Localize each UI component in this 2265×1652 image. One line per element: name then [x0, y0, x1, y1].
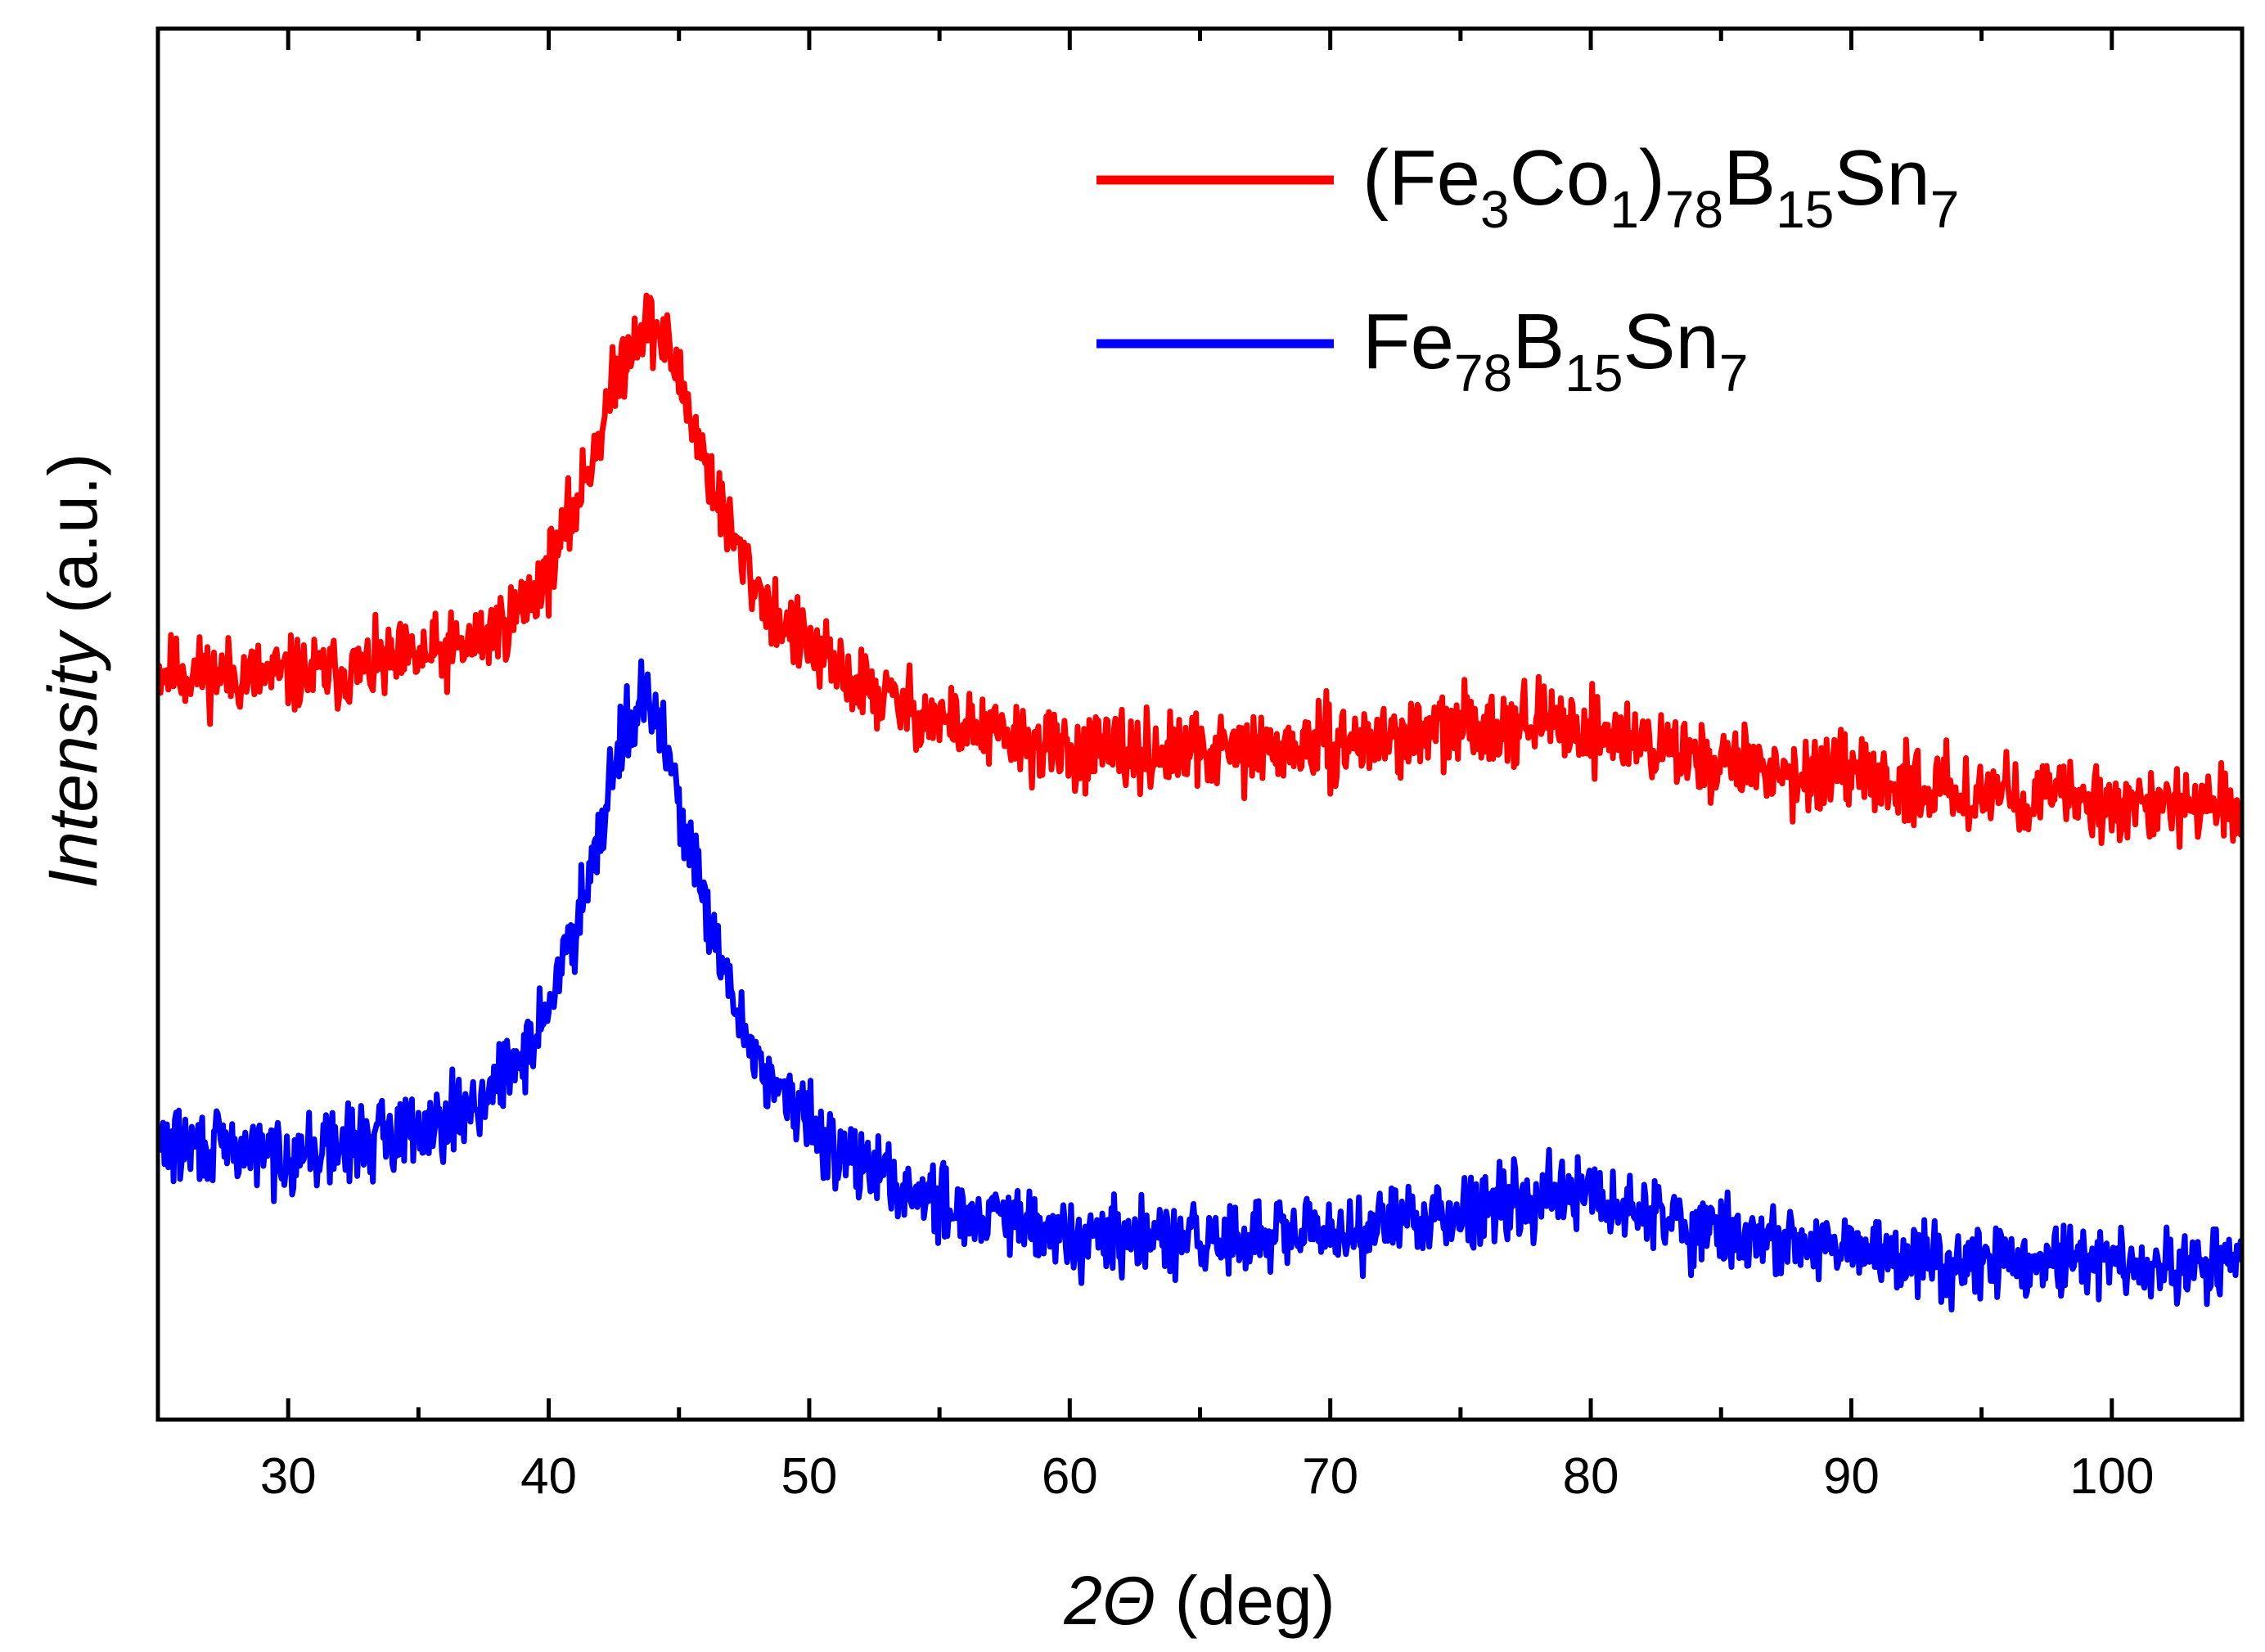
legend-text-part: )	[1639, 134, 1665, 222]
legend-text-part: Sn	[1834, 134, 1930, 222]
legend-text-part: Sn	[1623, 298, 1718, 385]
legend-text-part: (Fe	[1362, 134, 1480, 222]
x-tick-label: 40	[520, 1448, 577, 1505]
legend-subscript: 15	[1565, 344, 1623, 403]
y-axis-title-suffix: (a.u.)	[34, 453, 111, 632]
y-axis-title-italic: Intensity	[34, 628, 111, 889]
legend-text-part: B	[1723, 134, 1776, 222]
x-tick-label: 90	[1823, 1448, 1880, 1505]
legend-subscript: 3	[1480, 180, 1510, 239]
y-axis-title: Intensity (a.u.)	[34, 453, 111, 889]
legend-subscript: 1	[1610, 180, 1639, 239]
x-tick-label: 30	[260, 1448, 317, 1505]
legend-label-1: Fe78B15Sn7	[1362, 298, 1748, 403]
legend-label-0: (Fe3Co1)78B15Sn7	[1362, 134, 1959, 239]
x-axis-title-suffix: (deg)	[1155, 1562, 1335, 1639]
x-tick-label: 60	[1042, 1448, 1098, 1505]
legend-subscript: 7	[1719, 344, 1749, 403]
series-line-1	[158, 658, 2242, 1312]
x-tick-label: 80	[1563, 1448, 1619, 1505]
legend-text-part: B	[1512, 298, 1565, 385]
legend-subscript: 78	[1454, 344, 1512, 403]
legend-subscript: 7	[1930, 180, 1960, 239]
x-tick-label: 70	[1302, 1448, 1358, 1505]
x-tick-label: 100	[2069, 1448, 2154, 1505]
legend-text-part: Fe	[1362, 298, 1454, 385]
legend-text-part: Co	[1510, 134, 1610, 222]
x-axis-title-prefix: 2	[1063, 1562, 1102, 1639]
legend-subscript: 78	[1665, 180, 1723, 239]
x-axis-title-symbol: Θ	[1102, 1562, 1155, 1639]
legend-subscript: 15	[1776, 180, 1834, 239]
x-axis-title: 2Θ (deg)	[1063, 1562, 1335, 1639]
x-tick-label: 50	[781, 1448, 837, 1505]
series-line-0	[158, 292, 2242, 850]
